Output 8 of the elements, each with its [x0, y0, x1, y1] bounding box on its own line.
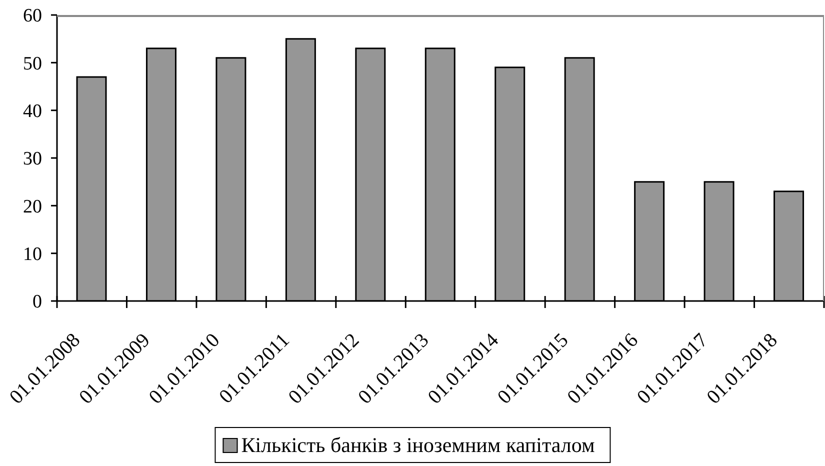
- y-tick-label: 60: [23, 6, 42, 27]
- y-tick-label: 20: [23, 196, 42, 218]
- y-tick-label: 40: [23, 101, 42, 122]
- y-tick-label: 30: [23, 148, 42, 170]
- y-tick-label: 0: [32, 292, 42, 313]
- y-tick-label: 10: [23, 244, 42, 266]
- legend-label: Кількість банків з іноземним капіталом: [241, 432, 595, 458]
- y-tick-label: 50: [23, 53, 42, 74]
